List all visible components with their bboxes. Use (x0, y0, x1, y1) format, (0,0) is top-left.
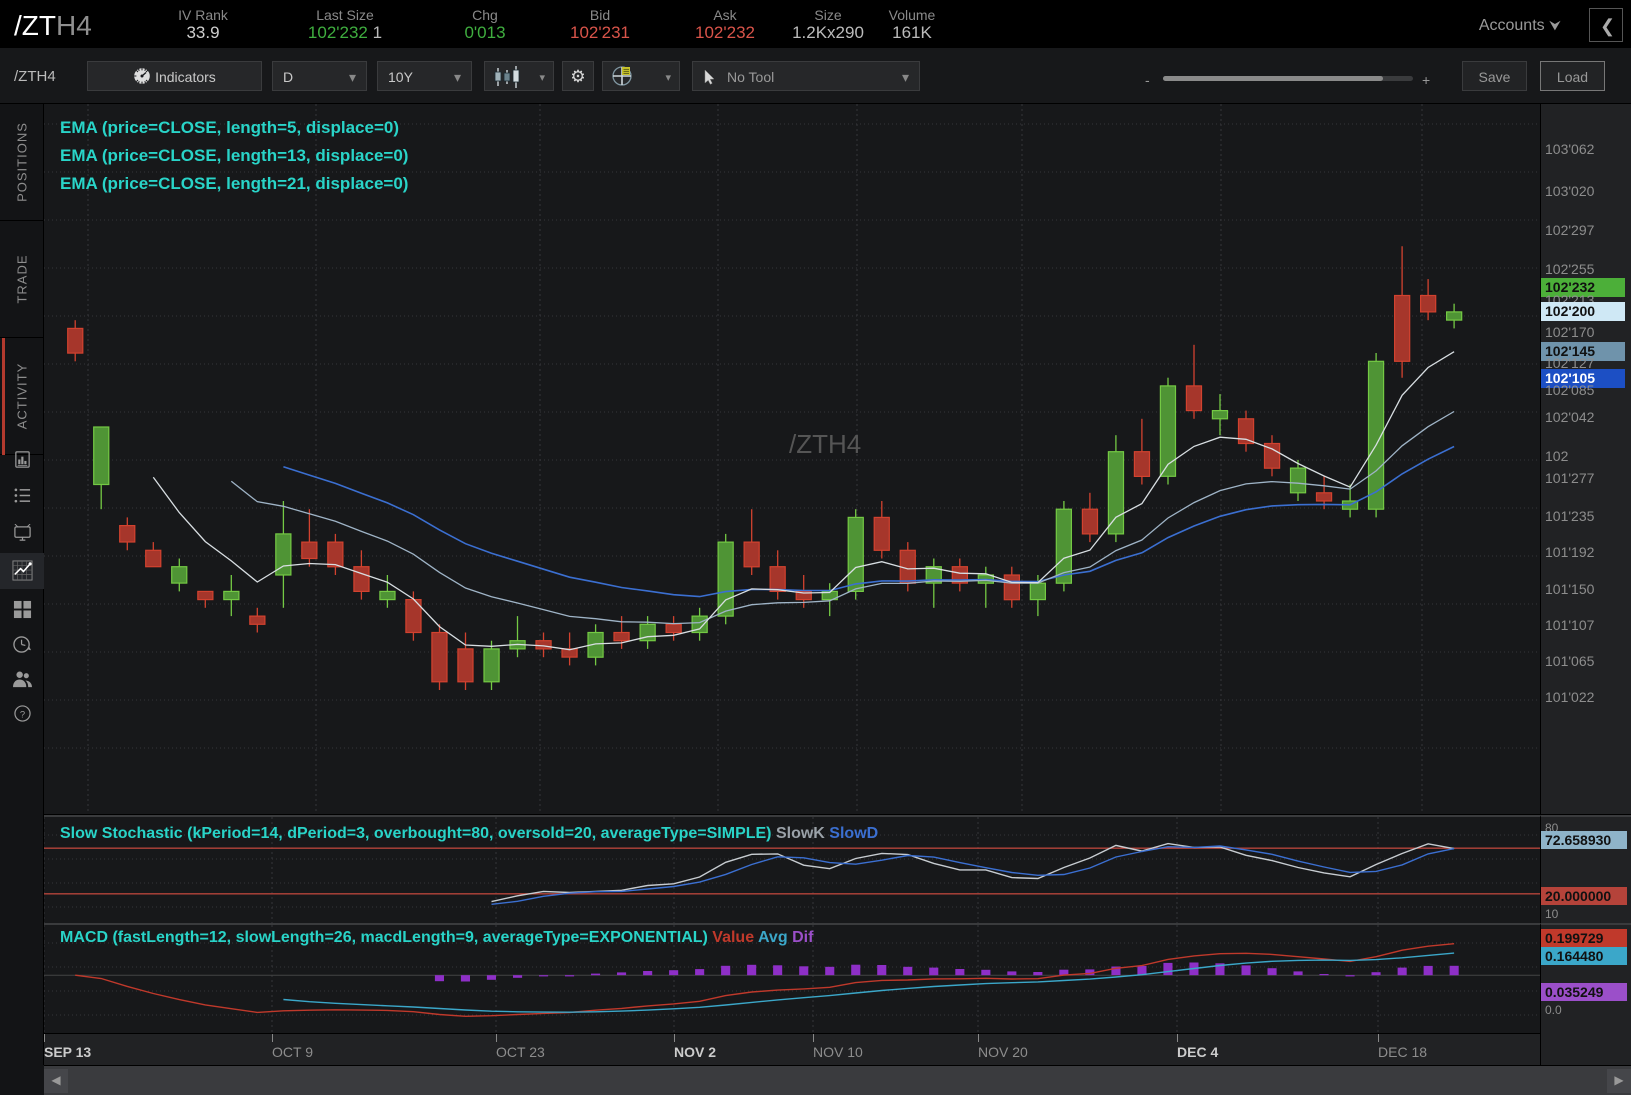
svg-text:?: ? (19, 710, 24, 721)
